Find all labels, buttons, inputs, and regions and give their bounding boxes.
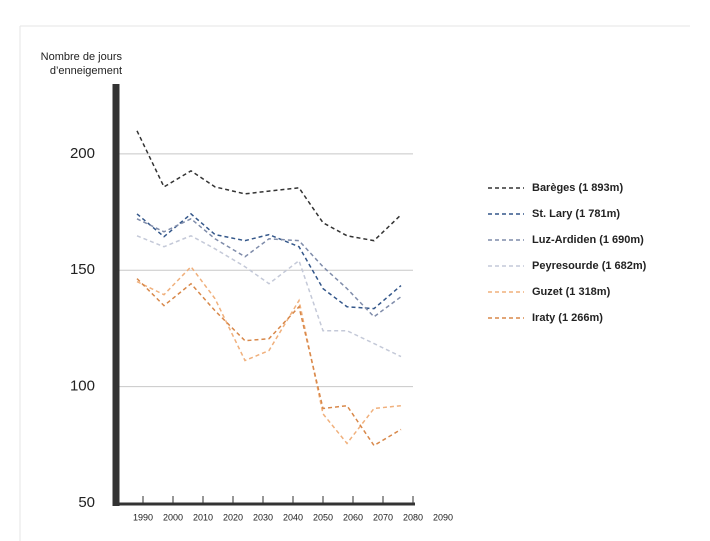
y-axis-label: Nombre de jours (41, 51, 123, 63)
legend-label: Guzet (1 318m) (532, 286, 611, 298)
x-tick-label: 2030 (253, 512, 273, 522)
legend-label: St. Lary (1 781m) (532, 208, 620, 220)
x-tick-label: 1990 (133, 512, 153, 522)
series-line (136, 278, 402, 447)
x-tick-label: 2050 (313, 512, 333, 522)
x-tick-label: 2040 (283, 512, 303, 522)
y-tick-label: 150 (70, 261, 95, 278)
series-line (136, 212, 402, 310)
legend-label: Iraty (1 266m) (532, 312, 603, 324)
series-line (136, 130, 402, 242)
y-tick-label: 50 (78, 494, 95, 511)
series-line (136, 217, 402, 318)
y-axis-label: d’enneigement (50, 65, 122, 77)
x-tick-label: 2020 (223, 512, 243, 522)
legend-label: Luz-Ardiden (1 690m) (532, 234, 644, 246)
x-tick-label: 2000 (163, 512, 183, 522)
legend-label: Peyresourde (1 682m) (532, 260, 647, 272)
x-tick-label: 2010 (193, 512, 213, 522)
y-tick-label: 100 (70, 378, 95, 395)
x-tick-label: 2060 (343, 512, 363, 522)
y-tick-label: 200 (70, 145, 95, 162)
series-line (136, 234, 402, 358)
series-line (136, 265, 402, 445)
x-tick-label: 2070 (373, 512, 393, 522)
x-tick-label: 2090 (433, 512, 453, 522)
legend-label: Barèges (1 893m) (532, 182, 623, 194)
x-tick-label: 2080 (403, 512, 423, 522)
